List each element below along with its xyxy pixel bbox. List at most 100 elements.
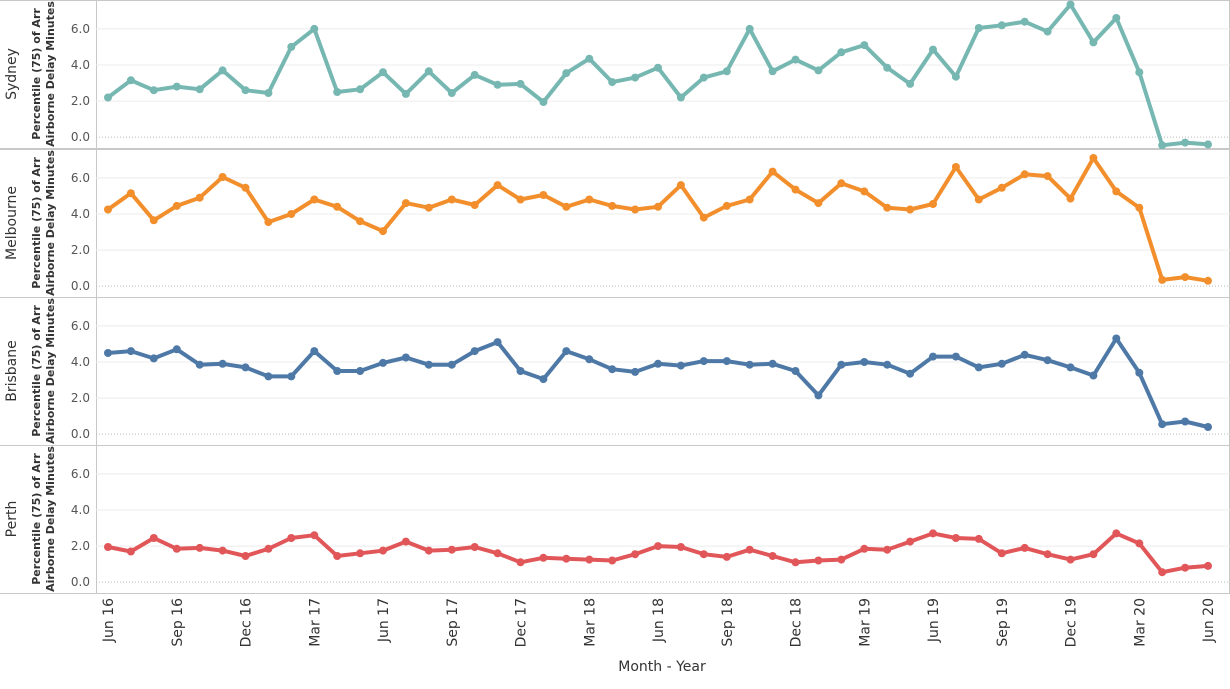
y-axis-title-line: Percentile (75) of Arr [30, 453, 43, 585]
data-point [860, 187, 869, 196]
data-point [791, 367, 800, 375]
data-point [1204, 140, 1212, 149]
panels-layer: 0.0 2.0 4.0 6.0 Sydney Percentile (75) of Arr… [0, 0, 1230, 594]
y-tick-label: 6.0 [71, 467, 90, 481]
y-axis-title-line: Percentile (75) of Arr [30, 157, 43, 289]
data-point [1135, 368, 1144, 377]
x-tick-label: Jun 19 [926, 598, 942, 643]
data-point [951, 163, 960, 171]
data-point [264, 372, 273, 381]
data-point [745, 360, 754, 369]
data-point [929, 45, 937, 54]
data-point [172, 345, 181, 354]
data-point [1112, 529, 1121, 538]
y-axis-title-line: Airborne Delay Minutes [44, 150, 57, 296]
data-point [218, 66, 227, 75]
data-point [906, 537, 915, 546]
x-tick-label: Mar 20 [1132, 598, 1148, 647]
data-point [974, 534, 983, 543]
data-point [493, 80, 502, 89]
y-axis-title-line: Percentile (75) of Arr [30, 8, 43, 140]
data-point [562, 347, 571, 356]
x-tick-label: Mar 17 [307, 598, 323, 647]
data-point [1043, 550, 1052, 559]
data-point [654, 542, 662, 551]
data-point [424, 203, 433, 212]
data-point [837, 360, 846, 369]
data-point [104, 205, 112, 214]
data-point [837, 179, 846, 188]
data-point [699, 357, 708, 366]
data-point [1020, 543, 1029, 552]
data-point [585, 555, 594, 564]
data-point [974, 363, 983, 372]
data-point [287, 42, 296, 51]
data-point [699, 550, 708, 559]
data-point [676, 181, 685, 190]
data-point [1112, 187, 1121, 196]
data-point [310, 24, 319, 33]
row-label-perth: Perth [4, 501, 20, 538]
data-point [333, 367, 342, 375]
data-point [883, 63, 892, 72]
data-point [264, 89, 273, 97]
x-tick-label: Jun 16 [101, 598, 117, 643]
data-point [401, 89, 410, 98]
data-point [149, 86, 158, 95]
data-point [929, 529, 937, 538]
data-point [126, 189, 135, 198]
data-point [516, 195, 525, 204]
data-point [722, 201, 731, 210]
row-label-brisbane: Brisbane [4, 340, 20, 402]
data-point [1043, 172, 1052, 181]
data-point [562, 69, 571, 78]
data-point [470, 70, 479, 79]
data-point [172, 544, 181, 553]
data-point [676, 543, 685, 551]
y-tick-label: 4.0 [71, 58, 90, 72]
data-point [447, 545, 456, 554]
data-point [493, 181, 502, 190]
data-point [1158, 275, 1167, 284]
data-point [356, 217, 365, 226]
x-tick-label: Dec 16 [239, 598, 255, 647]
data-point [951, 72, 960, 81]
data-point [1043, 27, 1052, 36]
data-point [241, 86, 250, 95]
data-point [1089, 38, 1098, 47]
data-point [814, 66, 823, 75]
data-point [379, 227, 387, 236]
data-point [539, 191, 548, 199]
y-axis-title-line: Airborne Delay Minutes [44, 446, 57, 592]
data-point [768, 552, 777, 560]
data-point [264, 544, 273, 553]
data-point [126, 76, 135, 85]
data-point [745, 24, 754, 33]
data-point [401, 199, 410, 208]
series-line-sydney [106, 2, 1210, 148]
y-tick-label: 6.0 [71, 22, 90, 36]
data-point [516, 558, 525, 567]
data-point [1020, 17, 1029, 26]
data-point [1112, 14, 1121, 22]
data-point [1135, 203, 1144, 212]
data-point [929, 200, 937, 208]
data-point [906, 79, 915, 88]
data-point [1089, 550, 1098, 559]
data-point [447, 89, 456, 97]
y-tick-label: 0.0 [71, 130, 90, 144]
data-point [1089, 154, 1098, 162]
data-point [791, 558, 800, 567]
data-point [585, 195, 594, 204]
data-point [676, 93, 685, 102]
y-tick-label: 2.0 [71, 391, 90, 405]
data-point [1020, 350, 1029, 359]
x-tick-label: Sep 18 [720, 598, 736, 647]
y-axis-title-line: Airborne Delay Minutes [44, 298, 57, 444]
data-point [1135, 539, 1144, 548]
data-point [883, 360, 892, 369]
data-point [126, 347, 135, 356]
data-point [195, 543, 204, 552]
x-tick-label: Jun 20 [1201, 598, 1217, 643]
y-tick-label: 2.0 [71, 539, 90, 553]
